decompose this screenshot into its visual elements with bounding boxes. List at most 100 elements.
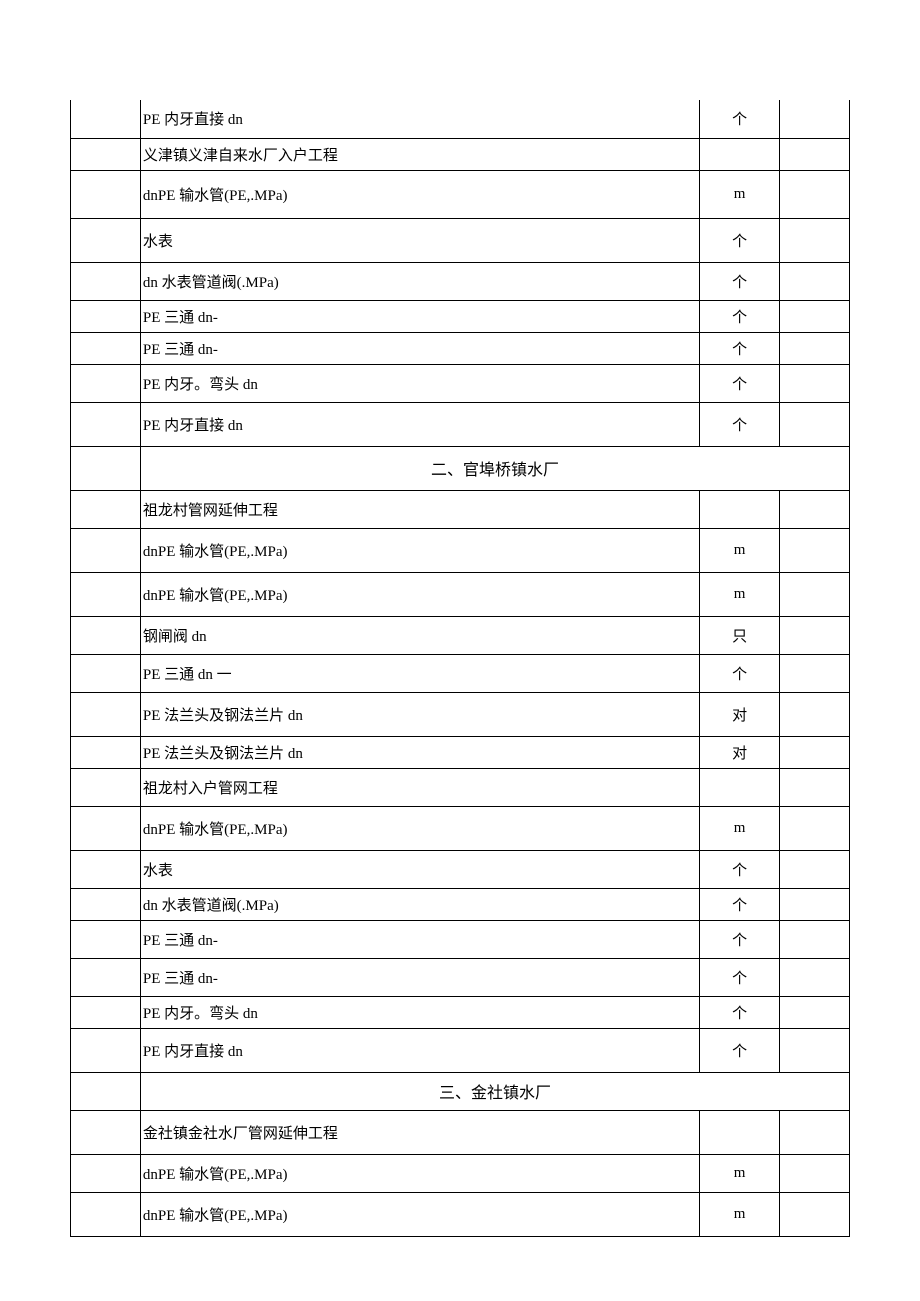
table-row: PE 法兰头及钢法兰片 dn对: [71, 692, 850, 736]
value-cell: [780, 490, 850, 528]
value-cell: [780, 528, 850, 572]
value-cell: [780, 1028, 850, 1072]
index-cell: [71, 300, 141, 332]
table-row: PE 三通 dn-个: [71, 920, 850, 958]
section-header-cell: 三、金社镇水厂: [140, 1072, 849, 1110]
description-cell: 祖龙村管网延伸工程: [140, 490, 699, 528]
table-row: 祖龙村管网延伸工程: [71, 490, 850, 528]
table-row: PE 内牙直接 dn个: [71, 1028, 850, 1072]
index-cell: [71, 616, 141, 654]
value-cell: [780, 572, 850, 616]
index-cell: [71, 920, 141, 958]
unit-cell: 个: [700, 300, 780, 332]
table-row: PE 内牙。弯头 dn个: [71, 364, 850, 402]
description-cell: PE 内牙直接 dn: [140, 1028, 699, 1072]
value-cell: [780, 888, 850, 920]
table-row: PE 三通 dn-个: [71, 300, 850, 332]
index-cell: [71, 364, 141, 402]
unit-cell: 个: [700, 958, 780, 996]
index-cell: [71, 490, 141, 528]
table-row: 水表个: [71, 218, 850, 262]
index-cell: [71, 402, 141, 446]
unit-cell: 个: [700, 100, 780, 138]
unit-cell: m: [700, 1192, 780, 1236]
index-cell: [71, 1072, 141, 1110]
unit-cell: 个: [700, 218, 780, 262]
description-cell: 金社镇金社水厂管网延伸工程: [140, 1110, 699, 1154]
index-cell: [71, 218, 141, 262]
value-cell: [780, 806, 850, 850]
description-cell: PE 三通 dn-: [140, 300, 699, 332]
unit-cell: 只: [700, 616, 780, 654]
value-cell: [780, 1192, 850, 1236]
index-cell: [71, 332, 141, 364]
value-cell: [780, 218, 850, 262]
index-cell: [71, 806, 141, 850]
table-row: PE 内牙直接 dn个: [71, 100, 850, 138]
index-cell: [71, 572, 141, 616]
unit-cell: [700, 1110, 780, 1154]
value-cell: [780, 364, 850, 402]
value-cell: [780, 654, 850, 692]
description-cell: 钢闸阀 dn: [140, 616, 699, 654]
unit-cell: m: [700, 170, 780, 218]
description-cell: dnPE 输水管(PE,.MPa): [140, 170, 699, 218]
table-row: dnPE 输水管(PE,.MPa)m: [71, 528, 850, 572]
value-cell: [780, 958, 850, 996]
description-cell: 水表: [140, 850, 699, 888]
table-row: PE 内牙。弯头 dn个: [71, 996, 850, 1028]
description-cell: 祖龙村入户管网工程: [140, 768, 699, 806]
unit-cell: 个: [700, 654, 780, 692]
description-cell: dnPE 输水管(PE,.MPa): [140, 1192, 699, 1236]
unit-cell: 个: [700, 996, 780, 1028]
unit-cell: [700, 768, 780, 806]
index-cell: [71, 1154, 141, 1192]
value-cell: [780, 1110, 850, 1154]
value-cell: [780, 138, 850, 170]
value-cell: [780, 692, 850, 736]
index-cell: [71, 768, 141, 806]
value-cell: [780, 920, 850, 958]
description-cell: PE 三通 dn-: [140, 332, 699, 364]
section-header-cell: 二、官埠桥镇水厂: [140, 446, 849, 490]
value-cell: [780, 262, 850, 300]
description-cell: dnPE 输水管(PE,.MPa): [140, 806, 699, 850]
index-cell: [71, 958, 141, 996]
unit-cell: 个: [700, 888, 780, 920]
table-row: 钢闸阀 dn只: [71, 616, 850, 654]
unit-cell: 个: [700, 262, 780, 300]
index-cell: [71, 996, 141, 1028]
description-cell: dn 水表管道阀(.MPa): [140, 262, 699, 300]
table-row: dnPE 输水管(PE,.MPa)m: [71, 1192, 850, 1236]
index-cell: [71, 888, 141, 920]
index-cell: [71, 1192, 141, 1236]
value-cell: [780, 996, 850, 1028]
table-row: 水表个: [71, 850, 850, 888]
description-cell: PE 内牙直接 dn: [140, 100, 699, 138]
description-cell: PE 法兰头及钢法兰片 dn: [140, 692, 699, 736]
table-row: dn 水表管道阀(.MPa)个: [71, 262, 850, 300]
table-row: PE 三通 dn-个: [71, 958, 850, 996]
table-row: dn 水表管道阀(.MPa)个: [71, 888, 850, 920]
unit-cell: m: [700, 528, 780, 572]
index-cell: [71, 138, 141, 170]
unit-cell: 个: [700, 364, 780, 402]
index-cell: [71, 654, 141, 692]
value-cell: [780, 736, 850, 768]
value-cell: [780, 768, 850, 806]
description-cell: dnPE 输水管(PE,.MPa): [140, 528, 699, 572]
index-cell: [71, 528, 141, 572]
index-cell: [71, 170, 141, 218]
unit-cell: 个: [700, 1028, 780, 1072]
description-cell: dnPE 输水管(PE,.MPa): [140, 572, 699, 616]
table-row: 金社镇金社水厂管网延伸工程: [71, 1110, 850, 1154]
description-cell: PE 三通 dn-: [140, 958, 699, 996]
description-cell: dnPE 输水管(PE,.MPa): [140, 1154, 699, 1192]
table-row: dnPE 输水管(PE,.MPa)m: [71, 806, 850, 850]
table-row: dnPE 输水管(PE,.MPa)m: [71, 572, 850, 616]
unit-cell: [700, 138, 780, 170]
table-row: PE 三通 dn-个: [71, 332, 850, 364]
table-row: PE 法兰头及钢法兰片 dn对: [71, 736, 850, 768]
unit-cell: 对: [700, 692, 780, 736]
table-row: 二、官埠桥镇水厂: [71, 446, 850, 490]
